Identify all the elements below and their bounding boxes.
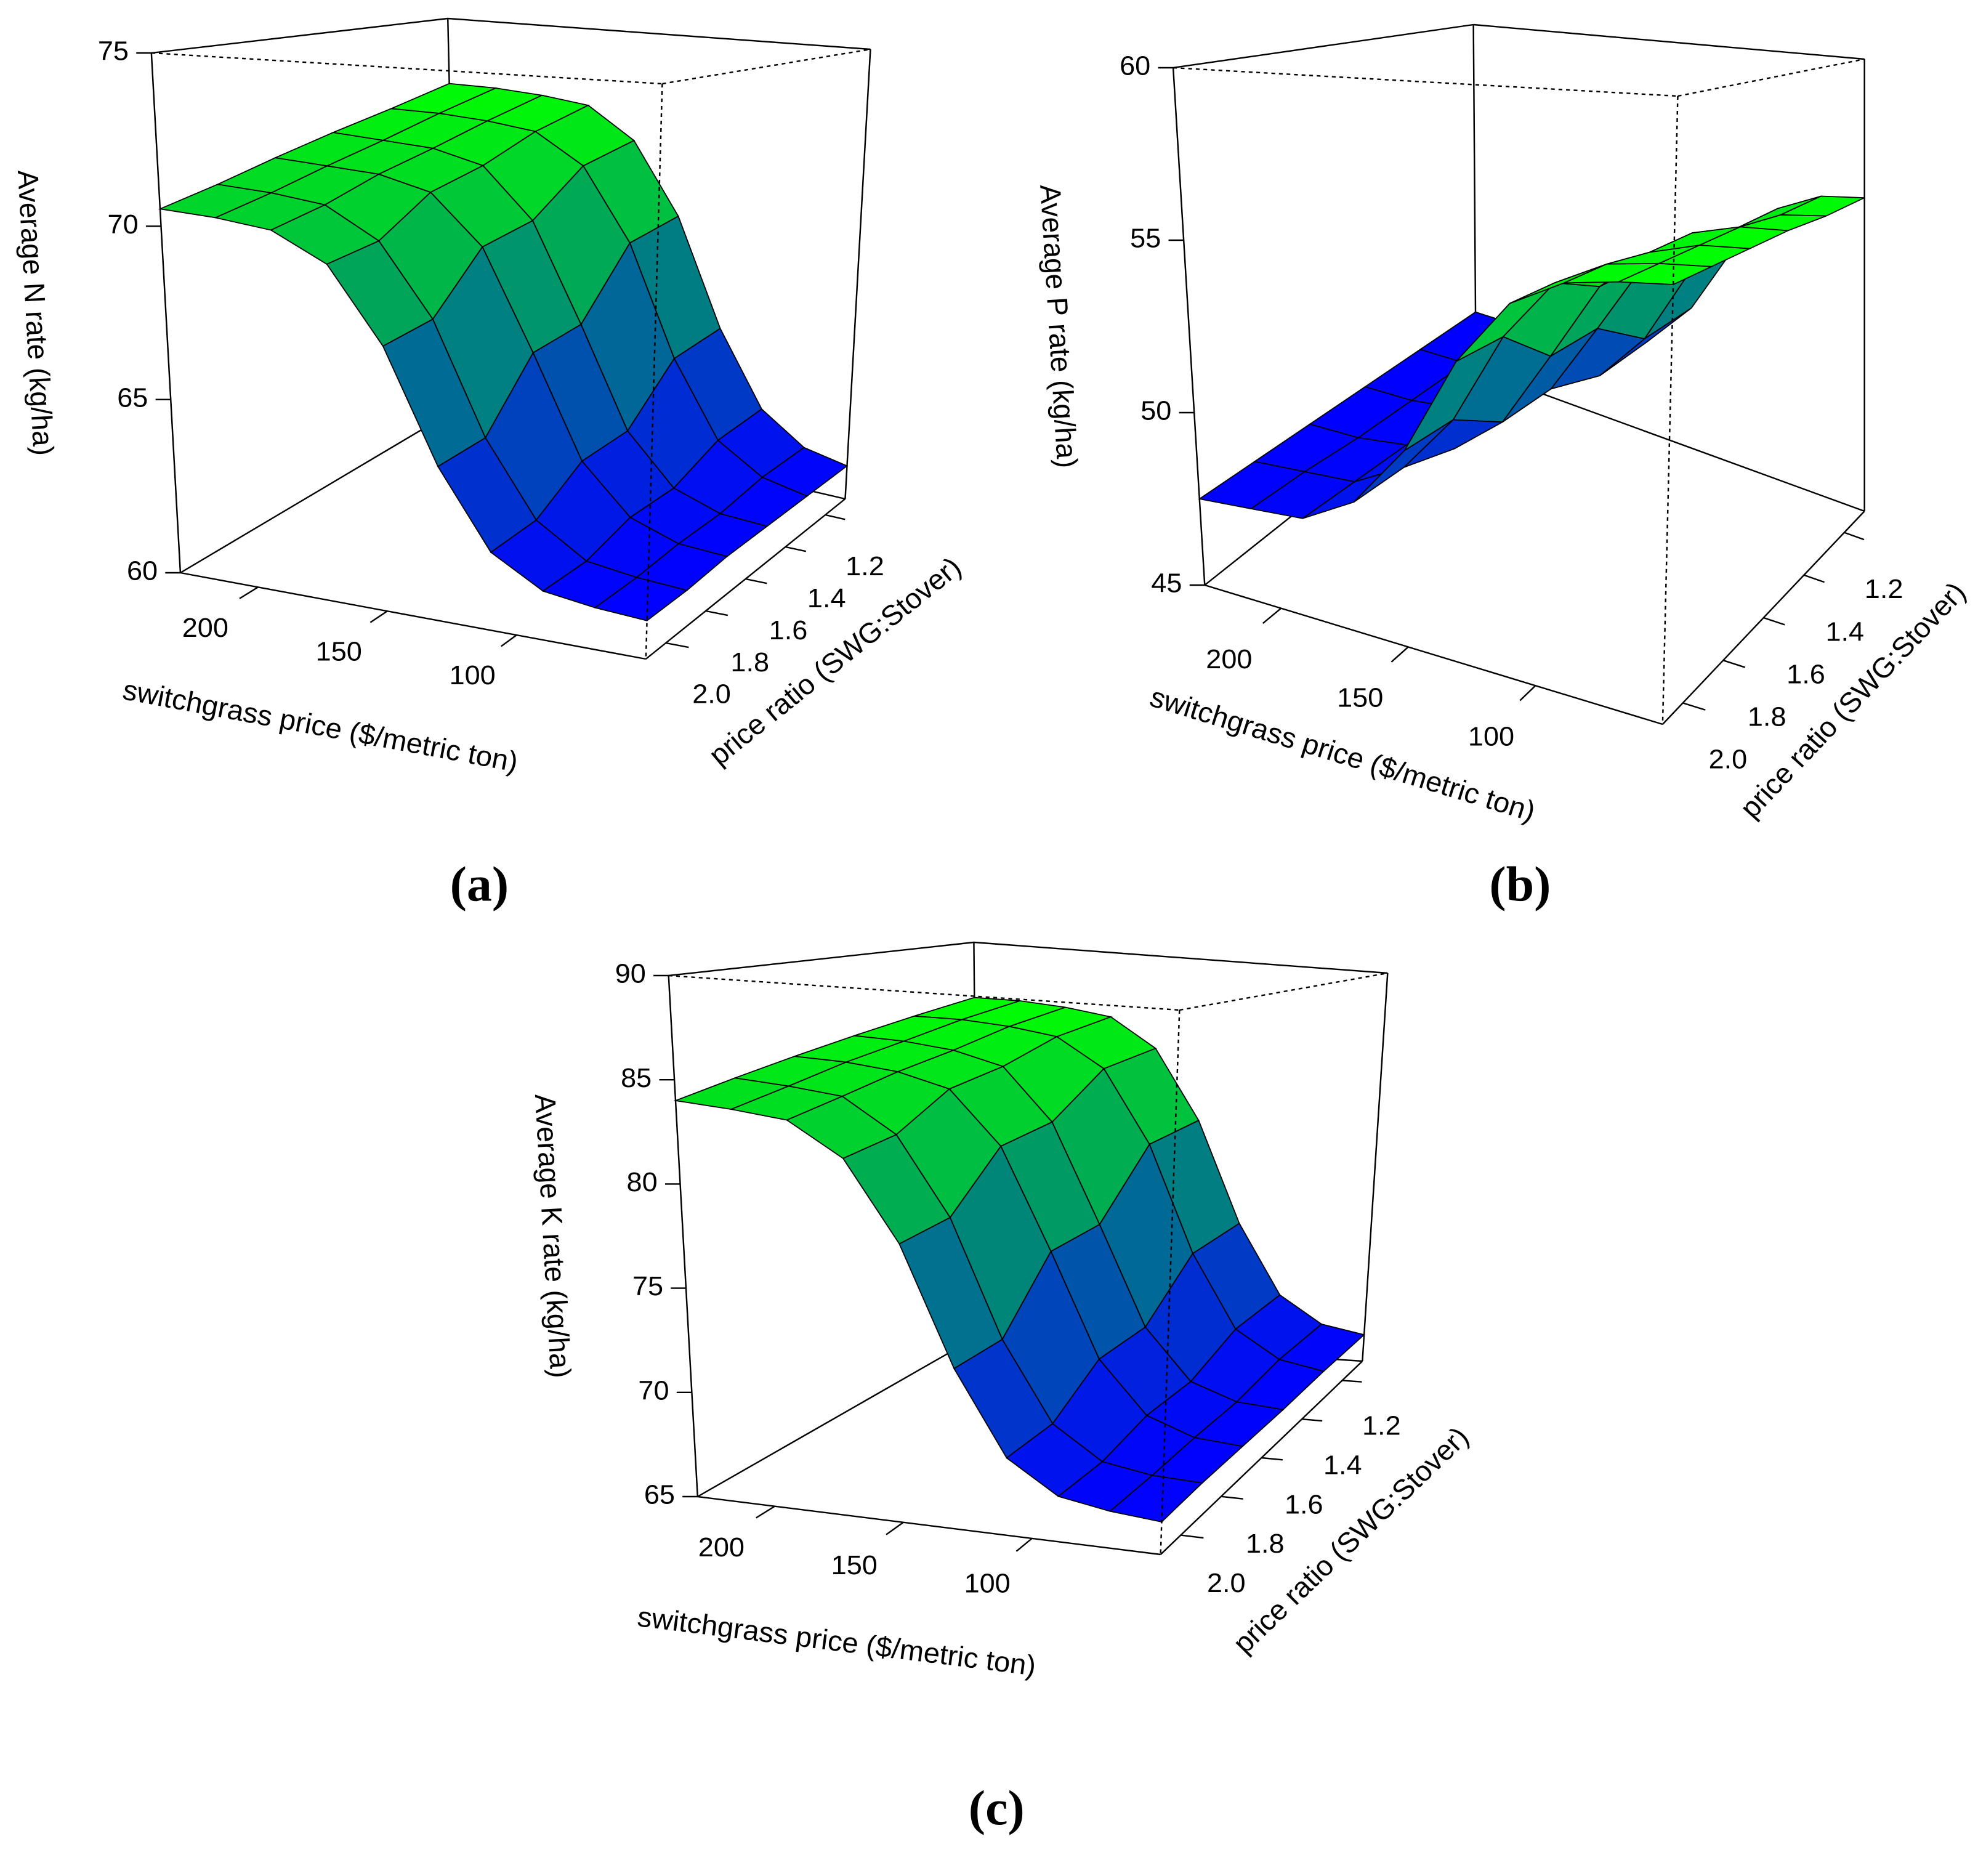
box-edge <box>1362 972 1389 1362</box>
x-tick <box>886 1521 904 1535</box>
x-tick <box>501 634 517 647</box>
y-tick <box>1803 574 1825 583</box>
x-tick <box>1391 646 1409 663</box>
z-tick-label: 50 <box>1140 396 1171 426</box>
y-tick-label: 1.8 <box>1748 702 1786 732</box>
x-tick-label: 100 <box>964 1569 1011 1598</box>
z-tick-label: 60 <box>127 556 158 586</box>
box-edge <box>668 975 699 1497</box>
x-tick <box>239 586 259 599</box>
z-tick-label: 85 <box>621 1063 652 1093</box>
y-tick <box>1261 1457 1283 1461</box>
x-tick <box>369 610 388 623</box>
y-tick-label: 1.8 <box>1246 1529 1285 1559</box>
box-edge-front <box>668 974 1180 1011</box>
box-edge <box>448 17 871 51</box>
x-tick-label: 200 <box>1206 645 1252 674</box>
z-tick-label: 60 <box>1120 51 1150 81</box>
y-tick-label: 1.4 <box>1825 617 1864 647</box>
z-tick-label: 70 <box>108 209 139 239</box>
box-edge-front <box>1677 58 1865 97</box>
y-tick <box>1722 660 1746 668</box>
y-tick <box>665 642 689 649</box>
z-tick-label: 55 <box>1130 224 1161 253</box>
x-tick <box>1262 607 1282 625</box>
y-tick-label: 2.0 <box>1709 745 1748 774</box>
x-tick <box>1015 1537 1033 1552</box>
y-tick <box>1342 1380 1362 1383</box>
z-tick-label: 75 <box>98 36 129 66</box>
y-tick <box>1301 1418 1323 1422</box>
z-tick-label: 65 <box>117 383 148 413</box>
panel-label: (c) <box>969 1781 1025 1835</box>
surface-facet <box>1108 1474 1204 1522</box>
box-edge <box>697 1335 979 1498</box>
y-tick-label: 1.2 <box>1865 575 1903 604</box>
y-tick <box>1844 532 1865 541</box>
y-tick-label: 2.0 <box>692 679 731 709</box>
x-tick <box>1519 685 1536 701</box>
box-edge <box>844 49 871 499</box>
z-tick-label: 45 <box>1151 568 1182 598</box>
x-tick-label: 150 <box>831 1551 878 1580</box>
box-edge <box>1473 23 1865 60</box>
z-tick-label: 75 <box>632 1272 663 1301</box>
box-edge <box>668 941 974 977</box>
box-edge <box>1173 23 1474 69</box>
x-tick-label: 150 <box>316 637 362 666</box>
box-edge-front <box>1160 1009 1181 1555</box>
z-tick-label: 70 <box>638 1376 669 1405</box>
y-tick-label: 1.6 <box>769 615 808 645</box>
y-tick <box>825 514 846 520</box>
y-tick-label: 1.6 <box>1285 1490 1323 1519</box>
box-edge <box>150 52 182 573</box>
y-tick <box>1181 1534 1204 1539</box>
x-tick-label: 200 <box>698 1533 745 1563</box>
y-tick <box>1682 702 1706 711</box>
box-edge-front <box>151 52 663 85</box>
y-tick-label: 1.2 <box>1362 1411 1401 1441</box>
surface-facet <box>594 576 688 621</box>
x-tick-label: 100 <box>1468 722 1514 751</box>
y-tick-label: 1.2 <box>846 552 884 581</box>
x-tick-label: 100 <box>450 661 496 690</box>
panel-label: (b) <box>1489 857 1551 912</box>
y-tick <box>1221 1495 1243 1500</box>
y-tick-label: 2.0 <box>1207 1569 1246 1598</box>
box-edge-front <box>662 48 871 85</box>
box-edge <box>151 17 448 54</box>
box-edge <box>974 941 1388 974</box>
box-edge <box>180 408 458 574</box>
y-tick <box>1763 617 1785 626</box>
y-tick <box>745 578 767 584</box>
box-edge-front <box>1179 972 1388 1011</box>
box-edge-front <box>1661 95 1679 725</box>
y-tick <box>785 546 807 552</box>
z-tick-label: 80 <box>627 1167 658 1197</box>
box-edge-front <box>1173 67 1678 97</box>
x-tick-label: 200 <box>182 613 228 642</box>
x-tick-label: 150 <box>1337 683 1383 713</box>
surface-facet <box>1618 262 1714 285</box>
y-tick-label: 1.8 <box>730 647 769 677</box>
y-tick <box>705 610 729 617</box>
y-tick-label: 1.4 <box>1323 1450 1362 1480</box>
y-tick-label: 1.6 <box>1786 660 1825 689</box>
z-tick-label: 90 <box>615 959 646 989</box>
panel-label: (a) <box>450 857 509 912</box>
y-tick-label: 1.4 <box>807 584 846 613</box>
x-tick <box>756 1505 775 1519</box>
z-tick-label: 65 <box>644 1480 675 1510</box>
